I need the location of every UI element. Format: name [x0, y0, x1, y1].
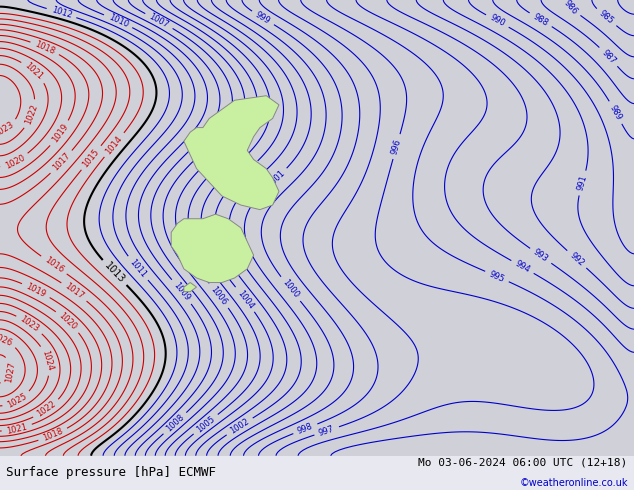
Text: 1016: 1016 — [42, 255, 65, 275]
Text: 1006: 1006 — [209, 284, 229, 307]
Text: 1005: 1005 — [195, 414, 217, 434]
Text: 992: 992 — [568, 251, 586, 268]
Text: 1023: 1023 — [0, 121, 16, 139]
Text: 993: 993 — [532, 247, 550, 264]
Text: 995: 995 — [488, 269, 506, 284]
Text: 1011: 1011 — [127, 257, 148, 279]
Text: 1004: 1004 — [235, 288, 255, 311]
Text: 1009: 1009 — [172, 281, 191, 303]
Polygon shape — [184, 283, 197, 292]
Text: ©weatheronline.co.uk: ©weatheronline.co.uk — [519, 478, 628, 488]
Text: 1013: 1013 — [103, 260, 127, 285]
Text: 1003: 1003 — [236, 161, 257, 182]
Text: 1020: 1020 — [57, 311, 79, 332]
Text: Mo 03-06-2024 06:00 UTC (12+18): Mo 03-06-2024 06:00 UTC (12+18) — [418, 458, 628, 467]
Text: 985: 985 — [597, 9, 616, 26]
Text: 1017: 1017 — [63, 282, 86, 301]
Text: 1019: 1019 — [50, 122, 70, 145]
Text: 987: 987 — [600, 48, 618, 66]
Polygon shape — [171, 214, 254, 283]
Text: Surface pressure [hPa] ECMWF: Surface pressure [hPa] ECMWF — [6, 466, 216, 479]
Text: 1026: 1026 — [0, 331, 13, 348]
Text: 999: 999 — [254, 10, 272, 26]
Text: 1001: 1001 — [265, 169, 287, 190]
Text: 1000: 1000 — [280, 278, 301, 300]
Text: 1025: 1025 — [6, 392, 29, 410]
Text: 1027: 1027 — [4, 361, 16, 383]
Text: 1015: 1015 — [81, 147, 101, 169]
Text: 986: 986 — [562, 0, 579, 16]
Text: 990: 990 — [488, 13, 507, 29]
Text: 1020: 1020 — [3, 153, 26, 171]
Text: 998: 998 — [296, 422, 314, 436]
Text: 1007: 1007 — [148, 12, 171, 30]
Text: 994: 994 — [514, 259, 531, 275]
Text: 1002: 1002 — [228, 417, 251, 436]
Text: 996: 996 — [390, 138, 403, 155]
Text: 1019: 1019 — [25, 281, 48, 299]
Text: 1014: 1014 — [104, 134, 124, 156]
Text: 1022: 1022 — [24, 103, 40, 126]
Text: 991: 991 — [576, 174, 589, 192]
Text: 989: 989 — [608, 103, 623, 122]
Text: 1023: 1023 — [18, 315, 41, 334]
Text: 1017: 1017 — [51, 151, 72, 173]
Text: 1022: 1022 — [36, 400, 58, 419]
Text: 988: 988 — [531, 12, 550, 28]
Polygon shape — [184, 96, 279, 210]
Text: 1024: 1024 — [41, 349, 55, 372]
Text: 1018: 1018 — [42, 427, 65, 443]
Text: 1012: 1012 — [50, 6, 73, 21]
Text: 1018: 1018 — [34, 39, 56, 56]
Text: 1008: 1008 — [164, 413, 186, 434]
Text: 1021: 1021 — [6, 422, 28, 436]
Text: 997: 997 — [318, 424, 335, 438]
Text: 1010: 1010 — [107, 13, 129, 29]
Text: 1021: 1021 — [23, 61, 45, 82]
